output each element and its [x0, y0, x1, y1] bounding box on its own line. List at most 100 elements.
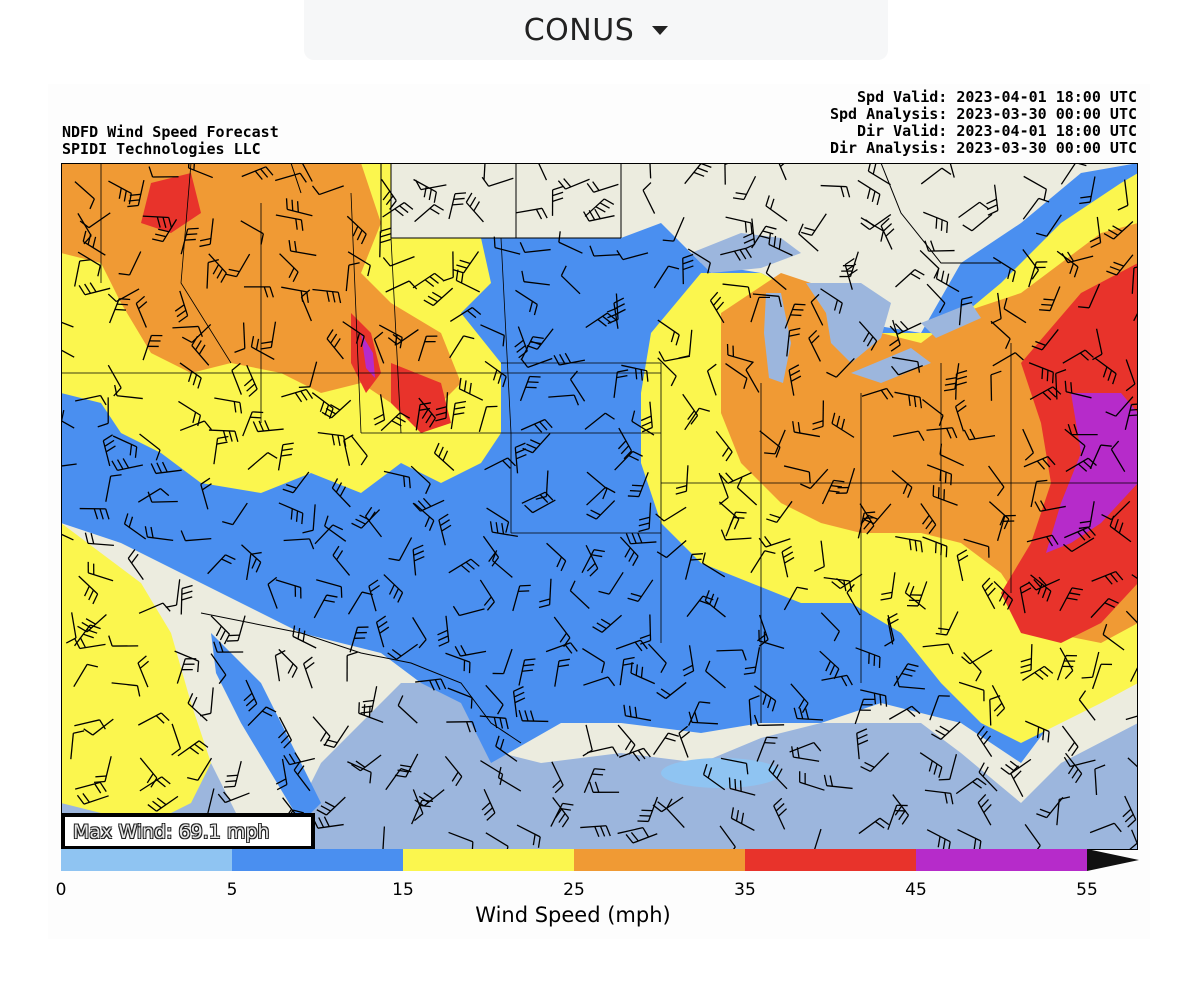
wind-barb	[988, 465, 1005, 497]
wind-barb	[313, 594, 338, 619]
wind-barb	[592, 614, 622, 633]
wind-barb	[687, 248, 711, 274]
wind-barb	[768, 233, 793, 257]
wind-barb	[625, 832, 658, 844]
wind-barb	[926, 464, 953, 486]
wind-barb	[1023, 455, 1056, 470]
wind-barb	[346, 215, 367, 245]
wind-barb	[958, 681, 985, 702]
wind-barb	[675, 465, 689, 495]
wind-barb	[920, 503, 937, 534]
wind-barb	[1031, 329, 1059, 351]
wind-barb	[1125, 610, 1138, 625]
wind-barb	[519, 375, 541, 402]
region-dropdown[interactable]: CONUS	[304, 0, 888, 60]
wind-barb	[243, 679, 258, 712]
wind-barb	[516, 824, 541, 848]
wind-barb	[758, 535, 791, 548]
wind-barb	[784, 303, 806, 329]
colorbar-bin	[61, 849, 232, 871]
wind-barb	[753, 685, 777, 712]
wind-barb	[893, 663, 919, 687]
wind-barb	[93, 756, 112, 784]
wind-barb	[986, 184, 999, 216]
wind-barb	[512, 584, 531, 612]
wind-barb	[279, 253, 299, 283]
wind-barb	[1022, 665, 1054, 681]
wind-barb	[213, 435, 229, 465]
wind-barb	[1110, 440, 1126, 473]
wind-barb	[583, 768, 606, 794]
wind-barb	[483, 163, 486, 181]
wind-barb	[61, 349, 75, 358]
wind-barb	[613, 369, 629, 398]
wind-barb	[448, 192, 467, 220]
colorbar-tick: 35	[734, 880, 756, 900]
wind-barb	[584, 412, 615, 430]
wind-barb	[955, 370, 968, 400]
wind-barb	[537, 163, 548, 181]
wind-barb	[704, 590, 726, 618]
wind-barb	[583, 676, 616, 687]
wind-barb	[495, 735, 518, 762]
wind-barb	[321, 399, 352, 419]
wind-barb	[1089, 216, 1102, 248]
wind-barb	[821, 674, 853, 687]
wind-barb	[778, 163, 787, 181]
wind-barb	[949, 163, 955, 178]
wind-barb	[819, 650, 840, 680]
wind-barb	[226, 615, 246, 642]
wind-barb	[137, 655, 149, 688]
wind-barb	[887, 612, 899, 645]
wind-barb	[275, 172, 307, 183]
colorbar-bin	[232, 849, 403, 871]
wind-barb	[895, 535, 923, 553]
wind-barb	[312, 716, 331, 747]
wind-barb	[586, 181, 619, 193]
colorbar-tick: 15	[392, 880, 414, 900]
wind-barb	[648, 643, 667, 673]
wind-barb	[491, 550, 513, 578]
wind-barb	[904, 582, 926, 610]
wind-barb	[682, 393, 699, 425]
colorbar-bin	[403, 849, 574, 871]
wind-barb	[382, 256, 415, 267]
wind-barb	[766, 500, 793, 523]
wind-barb	[1065, 457, 1097, 473]
wind-barb	[820, 288, 843, 314]
wind-barb	[210, 653, 227, 685]
wind-barb	[343, 434, 354, 466]
wind-barb	[412, 497, 445, 512]
wind-barb	[1089, 444, 1112, 470]
wind-barb	[414, 204, 444, 223]
wind-barb	[569, 370, 586, 402]
wind-barb	[345, 262, 360, 292]
wind-barb	[423, 287, 454, 307]
wind-barb	[790, 683, 809, 714]
wind-barb	[410, 465, 431, 495]
wind-barb	[142, 215, 173, 229]
wind-barb	[722, 283, 752, 298]
wind-barb	[926, 829, 951, 850]
wind-barb	[465, 192, 484, 223]
wind-barb	[586, 471, 608, 500]
wind-barb	[199, 218, 214, 248]
wind-barb	[1022, 197, 1050, 220]
wind-barb	[478, 405, 498, 433]
wind-barb	[480, 324, 505, 347]
wind-barb	[1056, 250, 1079, 278]
wind-barb	[652, 796, 684, 813]
wind-barb	[614, 450, 643, 471]
wind-barb	[1024, 720, 1050, 743]
wind-barb	[783, 586, 808, 611]
wind-35-45-east	[1001, 263, 1138, 643]
wind-barb	[452, 605, 485, 617]
wind-barb	[144, 526, 174, 542]
region-label: CONUS	[523, 12, 635, 48]
wind-barb	[82, 230, 106, 256]
wind-barb	[74, 719, 106, 730]
wind-barb	[447, 687, 473, 709]
wind-barb	[789, 741, 822, 753]
wind-barb	[791, 746, 820, 762]
wind-barb	[383, 470, 411, 489]
